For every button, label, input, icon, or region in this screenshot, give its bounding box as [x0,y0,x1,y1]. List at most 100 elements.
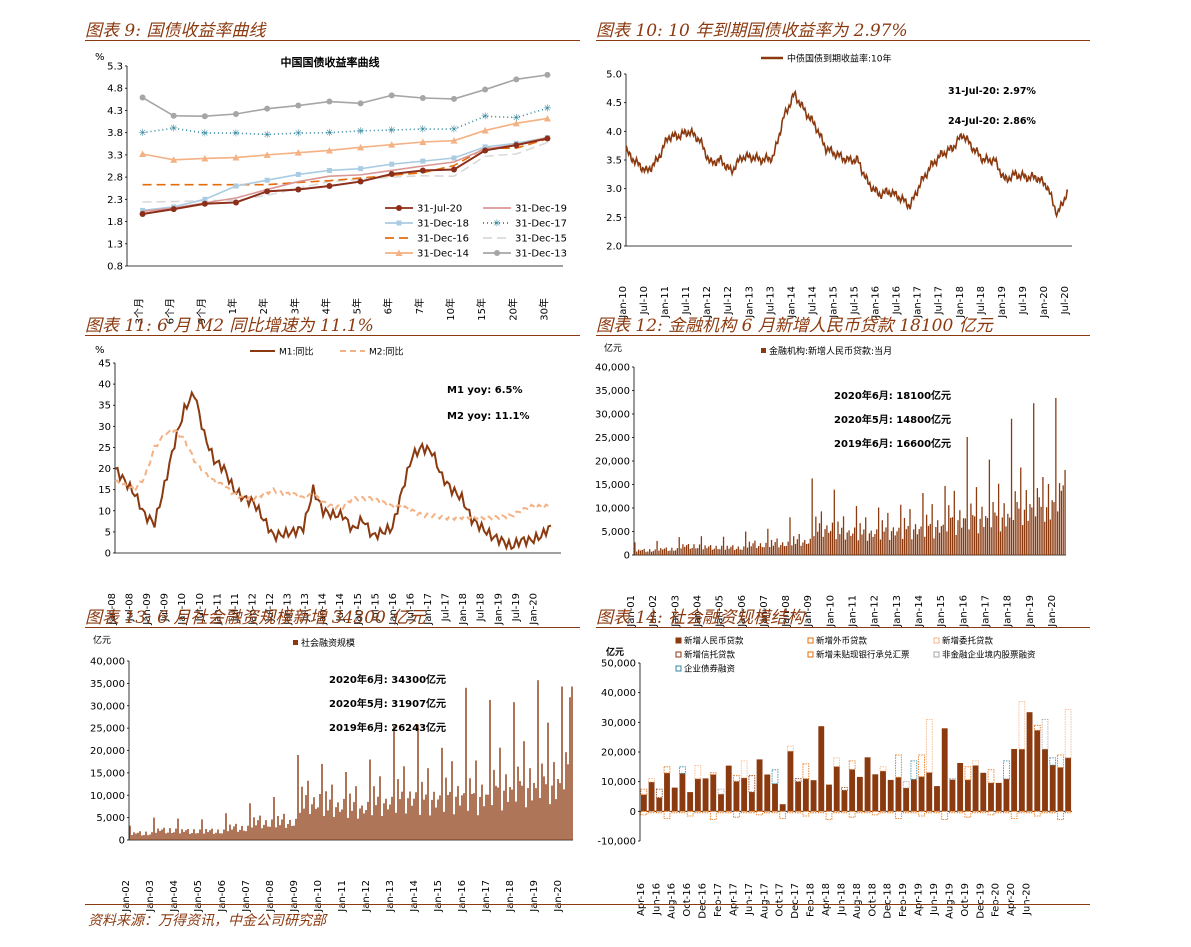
bar [529,768,531,840]
annotation: 2020年5月: 31907亿元 [329,697,446,710]
bar [189,833,191,840]
tsf-chart: 亿元 0 5,000 10,000 15,000 20,000 25,000 30,000 35… [90,634,573,913]
bar [756,548,758,555]
x-tick-label: 4年 [319,298,332,314]
legend-label: 新增外币贷款 [816,636,868,647]
bar [559,783,561,840]
data-point [419,95,426,101]
bar [645,551,647,555]
data-point [482,147,489,154]
bar-new-rmb-loans [818,726,825,812]
bar-other-components [841,787,848,791]
bar [265,820,267,840]
x-tick-label: Jan-08 [265,880,276,913]
bar [1001,517,1003,555]
bar [419,814,421,840]
title-rule [596,335,1090,336]
bar [818,523,821,555]
bar [259,815,261,840]
bar-new-rmb-loans [733,781,740,812]
bar [251,827,253,840]
data-point [294,149,302,156]
bar [459,805,461,840]
bar-new-rmb-loans [995,782,1002,812]
bar-negative-components [748,810,756,814]
y-tick-label: 15,000 [90,768,125,779]
data-point [357,143,365,151]
bar [407,798,409,840]
panel-title: 图表 12: 金融机构 6 月新增人民币贷款 18100 亿元 [596,316,993,336]
bar [333,816,335,840]
bar-negative-components [918,810,925,817]
bar-new-rmb-loans [957,763,964,812]
bar-negative-components [1033,810,1041,817]
bar [780,544,782,555]
bar [515,801,517,840]
y-tick-label: 5.3 [107,62,123,73]
x-tick-label: Aug-16 [667,883,678,919]
bar-new-rmb-loans [694,778,701,812]
bar [1038,497,1040,555]
bar [403,766,405,840]
bar [479,796,481,840]
legend-swatch [675,651,682,658]
y-tick-label: 2.8 [107,173,123,184]
bar [567,764,569,840]
bar [802,542,804,555]
annotation: 2019年6月: 16600亿元 [834,437,951,450]
footer-rule [85,904,1090,905]
annotation: 2020年5月: 14800亿元 [834,413,951,426]
bar [781,542,784,555]
bar [511,789,513,840]
bar-new-rmb-loans [856,776,863,812]
title-rule [85,335,580,336]
y-tick-label: 2.5 [606,213,622,224]
bar [301,786,303,840]
x-tick-label: Jan-12 [247,593,258,626]
legend-label: 31-Dec-16 [417,234,469,245]
bar-new-rmb-loans [980,772,987,812]
bar [485,794,487,840]
bar [327,810,329,840]
bar [949,517,952,555]
data-point [264,105,271,112]
bar [409,791,411,840]
x-tick-label: Jan-10 [177,593,188,626]
x-tick-label: 7年 [413,298,426,314]
bar [877,507,880,555]
bar-other-components [655,788,663,799]
bar [363,813,365,840]
bar-negative-components [725,810,733,814]
bar-other-components [1041,719,1049,750]
bar [1033,403,1035,555]
bar [571,686,573,840]
bar [820,511,823,555]
bar [427,768,429,840]
legend-label: 31-Dec-14 [417,249,469,260]
panel-yield-curve: 图表 9: 国债收益率曲线 % 中国国债收益率曲线 0.8 1.3 1.8 2.3 2.8 3… [85,16,580,324]
bar-negative-components [802,810,810,817]
bar [722,536,725,555]
bar-other-components [964,766,972,781]
title-rule [85,40,580,41]
source-note: 资料来源：万得资讯，中金公司研究部 [88,913,326,929]
bar [695,548,697,555]
bar-negative-components [972,810,979,814]
bar [711,549,714,555]
y-tick-label: 40,000 [601,688,636,699]
bar-other-components [1064,709,1072,759]
data-point [451,166,457,173]
bar [195,833,197,840]
bar [913,529,915,555]
bar [900,504,902,555]
data-point [513,142,520,149]
bar-negative-components [902,810,910,814]
bar [641,550,643,555]
bar [636,551,638,555]
bar [505,774,507,840]
x-tick-label: Jun-16 [651,883,662,916]
x-tick-label: Jan-14 [318,593,329,626]
bar [513,702,515,840]
bar [754,540,756,555]
x-tick-label: Jan-07 [759,595,770,628]
